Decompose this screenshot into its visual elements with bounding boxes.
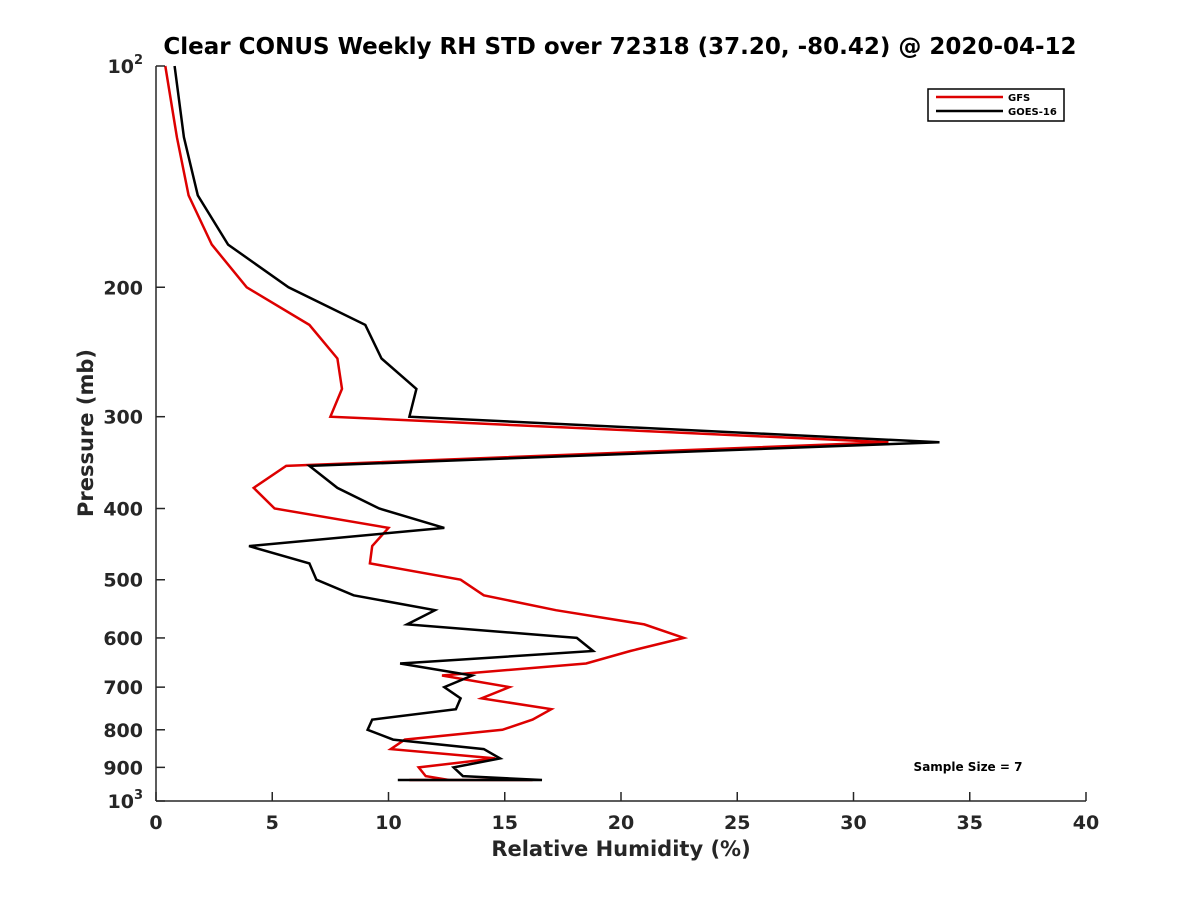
x-tick-label: 10 [375,812,401,834]
plot-background [156,66,1086,801]
y-tick-label: 700 [103,677,143,699]
y-tick-label: 103 [108,788,144,813]
x-tick-label: 35 [957,812,983,834]
series-layer [164,65,940,782]
legend: GFS GOES-16 [927,88,1065,122]
sample-size-annotation: Sample Size = 7 [914,760,1023,774]
x-tick-label: 5 [266,812,279,834]
y-tick-label: 900 [103,757,143,779]
y-tick-labels: 102 200 300 400 500 600 700 800 900 103 [103,53,165,813]
x-tick-label: 40 [1073,812,1099,834]
legend-box [927,88,1065,122]
y-tick-label: 800 [103,720,143,742]
y-tick-label: 600 [103,628,143,650]
x-axis-label: Relative Humidity (%) [491,837,750,861]
x-tick-label: 25 [724,812,750,834]
x-tick-label: 20 [608,812,634,834]
x-tick-label: 15 [492,812,518,834]
y-tick-label: 500 [103,570,143,592]
y-tick-label: 400 [103,499,143,521]
y-tick-label: 200 [103,277,143,299]
x-tick-label: 30 [840,812,866,834]
series-line-goes16 [173,65,940,782]
y-axis-label: Pressure (mb) [74,349,98,517]
y-tick-label: 300 [103,407,143,429]
plot-area [156,66,1086,801]
series-line-gfs [164,65,889,782]
x-tick-labels: 0 5 10 15 20 25 30 35 40 [149,792,1099,834]
chart-title: Clear CONUS Weekly RH STD over 72318 (37… [163,34,1076,60]
x-tick-label: 0 [149,812,162,834]
legend-label-goes16: GOES-16 [1008,107,1057,118]
y-tick-label: 102 [108,53,144,78]
legend-label-gfs: GFS [1008,93,1030,104]
